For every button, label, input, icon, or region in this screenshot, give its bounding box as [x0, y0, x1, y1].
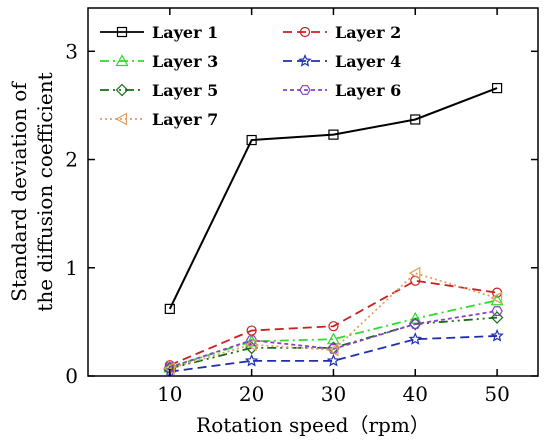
data-point: [326, 353, 341, 367]
axes-layer: 10 20 30 40 50 0 1 2 3: [65, 8, 538, 406]
legend-marker: [115, 54, 129, 67]
data-point: [245, 334, 259, 347]
series-layer-1: [164, 82, 503, 314]
data-point: [491, 306, 503, 316]
legend-item: Layer 3: [100, 52, 218, 71]
series-line: [168, 87, 498, 310]
series-layer-3: [163, 293, 504, 373]
data-point: [245, 335, 258, 346]
series-line: [169, 272, 498, 370]
legend-item: Layer 6: [283, 81, 401, 100]
legend: Layer 1 Layer 2 Layer 3 Layer 4 Layer 5 Layer…: [100, 23, 401, 129]
legend-item: Layer 2: [283, 23, 401, 42]
data-point: [409, 319, 421, 329]
series-layer-6: [164, 306, 503, 373]
x-tick-label: 10: [157, 382, 182, 406]
data-point: [326, 332, 340, 345]
y-tick-label: 2: [65, 148, 78, 172]
series-line: [169, 316, 498, 370]
legend-item: Layer 7: [100, 110, 218, 129]
legend-label: Layer 4: [335, 52, 401, 71]
legend-label: Layer 1: [152, 23, 218, 42]
data-point: [244, 353, 259, 367]
x-tick-label: 40: [403, 382, 428, 406]
series-layer-7: [163, 266, 503, 375]
x-tick-label: 30: [321, 382, 346, 406]
data-point: [408, 266, 421, 280]
legend-label: Layer 7: [152, 110, 218, 129]
data-point: [328, 129, 339, 140]
legend-marker: [115, 83, 129, 97]
y-axis-label-line2: the diffusion coefficient: [33, 72, 57, 311]
data-point: [490, 311, 504, 324]
legend-marker: [299, 26, 311, 38]
data-point: [410, 114, 421, 125]
data-point: [246, 134, 257, 146]
legend-label: Layer 3: [152, 52, 218, 71]
x-tick-label: 50: [484, 382, 509, 406]
legend-marker: [298, 53, 312, 67]
legend-label: Layer 6: [335, 81, 401, 100]
legend-item: Layer 4: [283, 52, 401, 71]
data-point: [164, 303, 175, 314]
series-layer: [163, 82, 504, 378]
series-line: [169, 279, 498, 367]
data-point: [244, 338, 257, 352]
data-point: [408, 311, 422, 324]
data-point: [490, 291, 503, 305]
data-point: [408, 332, 422, 345]
plot-frame: [87, 7, 539, 377]
data-point: [164, 362, 176, 373]
legend-marker: [299, 85, 311, 95]
y-tick-label: 1: [65, 256, 78, 280]
y-axis-label-line1: Standard deviation of: [7, 81, 31, 302]
series-line: [169, 310, 498, 369]
data-point: [328, 321, 339, 332]
data-point: [326, 343, 339, 357]
legend-item: Layer 1: [100, 23, 218, 42]
y-tick-label: 3: [65, 39, 78, 63]
plot-area: [87, 7, 539, 377]
data-point: [490, 328, 504, 342]
legend-marker: [115, 112, 128, 126]
x-tick-label: 20: [239, 382, 264, 406]
y-tick-label: 0: [65, 364, 78, 388]
legend-label: Layer 2: [335, 23, 401, 42]
legend-marker: [116, 26, 128, 38]
data-point: [327, 344, 340, 354]
data-point: [491, 82, 503, 94]
x-axis-label: Rotation speed（rpm）: [196, 413, 430, 437]
legend-label: Layer 5: [152, 81, 218, 100]
legend-item: Layer 5: [100, 81, 218, 100]
